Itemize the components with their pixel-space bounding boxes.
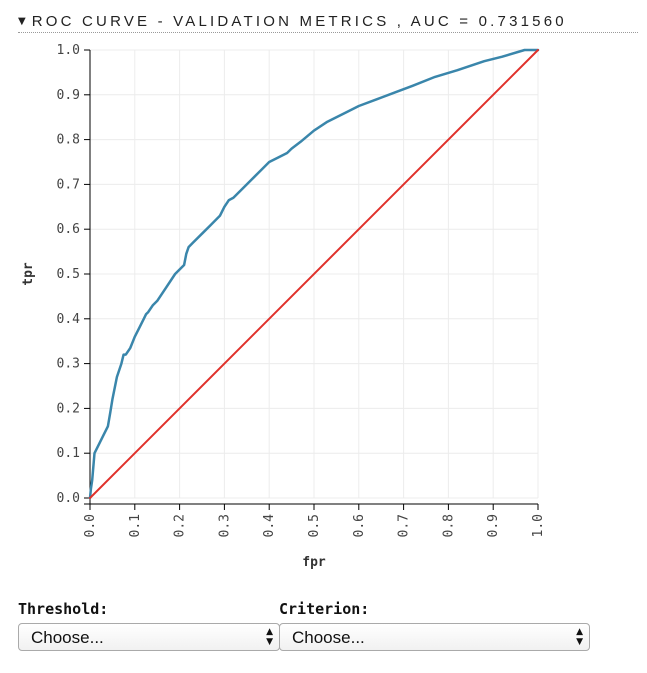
select-arrows-icon: ▲ ▼	[266, 627, 273, 647]
series-line-roc	[88, 48, 540, 500]
x-tick-label: 0.2	[173, 514, 188, 537]
controls: Threshold: Choose... ▲ ▼ Criterion: Choos…	[18, 600, 598, 660]
y-tick-label: 0.9	[57, 88, 80, 103]
y-tick-label: 0.0	[57, 491, 80, 506]
series-lines	[88, 48, 540, 500]
criterion-select-value: Choose...	[292, 628, 365, 647]
y-axis-ticks: 0.0 0.1 0.2 0.3 0.4 0.5 0.6 0.7 0.8 0.9 1.0	[57, 43, 90, 506]
threshold-label: Threshold:	[18, 600, 109, 618]
threshold-select-value: Choose...	[31, 628, 104, 647]
x-tick-label: 0.3	[217, 514, 232, 537]
select-arrows-icon: ▲ ▼	[576, 627, 583, 647]
x-tick-label: 0.8	[441, 514, 456, 537]
threshold-select[interactable]: Choose... ▲ ▼	[18, 623, 280, 651]
x-tick-label: 0.0	[83, 514, 98, 537]
y-axis-title: tpr	[21, 262, 36, 286]
y-tick-label: 0.1	[57, 446, 80, 461]
criterion-select[interactable]: Choose... ▲ ▼	[279, 623, 590, 651]
x-axis-ticks: 0.0 0.1 0.2 0.3 0.4 0.5 0.6 0.7 0.8 0.9 1.0	[83, 504, 546, 537]
axes	[84, 50, 538, 505]
x-tick-label: 0.5	[307, 514, 322, 537]
y-tick-label: 1.0	[57, 43, 80, 58]
y-tick-label: 0.6	[57, 222, 80, 237]
x-tick-label: 0.4	[262, 514, 277, 538]
x-tick-label: 0.1	[128, 514, 143, 537]
caret-down-icon[interactable]: ▼	[18, 15, 26, 27]
panel-header[interactable]: ▼ ROC CURVE - VALIDATION METRICS , AUC =…	[18, 10, 638, 33]
grid-lines	[89, 49, 539, 499]
x-tick-label: 0.6	[352, 514, 367, 537]
series-line-baseline	[89, 49, 539, 499]
x-axis-title: fpr	[302, 555, 326, 570]
panel-title: ROC CURVE - VALIDATION METRICS , AUC = 0…	[31, 12, 567, 30]
y-tick-label: 0.7	[57, 177, 80, 192]
y-tick-label: 0.4	[57, 312, 81, 327]
threshold-control: Threshold: Choose... ▲ ▼	[18, 600, 280, 651]
roc-chart: 0.0 0.1 0.2 0.3 0.4 0.5 0.6 0.7 0.8 0.9 1.0 0.0 0.1…	[21, 43, 546, 570]
x-tick-label: 0.7	[397, 514, 412, 537]
criterion-label: Criterion:	[279, 600, 370, 618]
x-tick-label: 1.0	[531, 514, 546, 537]
y-tick-label: 0.8	[57, 133, 80, 148]
criterion-control: Criterion: Choose... ▲ ▼	[279, 600, 590, 651]
y-tick-label: 0.5	[57, 267, 80, 282]
y-tick-label: 0.2	[57, 401, 80, 416]
x-tick-label: 0.9	[486, 514, 501, 537]
y-tick-label: 0.3	[57, 357, 80, 372]
